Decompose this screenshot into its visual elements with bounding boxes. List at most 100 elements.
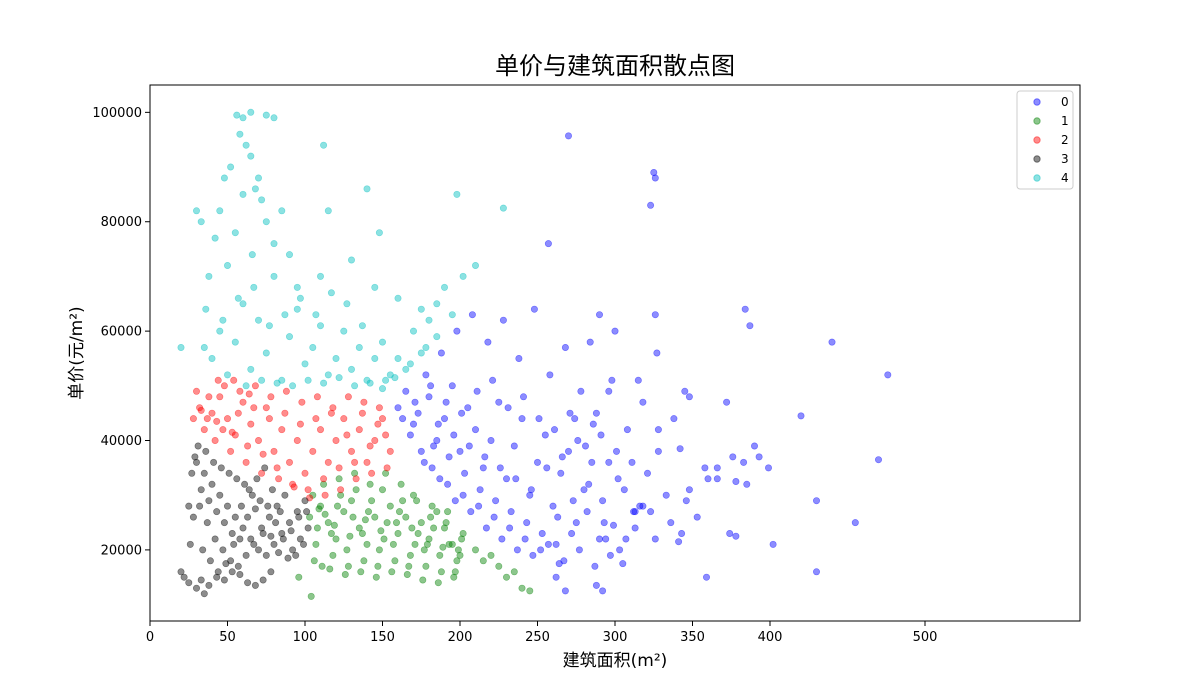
x-tick-label: 100 (293, 630, 318, 645)
scatter-point (702, 573, 710, 581)
scatter-point (647, 508, 655, 516)
scatter-point (197, 218, 205, 226)
scatter-point (704, 475, 712, 483)
scatter-point (197, 576, 205, 584)
scatter-point (639, 502, 647, 510)
scatter-point (538, 529, 546, 537)
scatter-point (236, 570, 244, 578)
scatter-point (797, 412, 805, 420)
scatter-point (180, 573, 188, 581)
scatter-point (375, 404, 383, 412)
scatter-point (561, 343, 569, 351)
scatter-point (402, 387, 410, 395)
scatter-point (222, 560, 230, 568)
scatter-point (289, 546, 297, 554)
scatter-point (197, 406, 205, 414)
scatter-point (552, 540, 560, 548)
scatter-point (599, 497, 607, 505)
scatter-point (258, 524, 266, 532)
scatter-point (411, 398, 419, 406)
scatter-point (275, 475, 283, 483)
x-tick-label: 400 (758, 630, 783, 645)
scatter-point (309, 343, 317, 351)
scatter-point (216, 327, 224, 335)
scatter-point (205, 581, 213, 589)
scatter-point (490, 513, 498, 521)
scatter-point (653, 349, 661, 357)
scatter-point (458, 535, 466, 543)
scatter-point (227, 557, 235, 565)
scatter-point (309, 447, 317, 455)
scatter-point (203, 519, 211, 527)
scatter-point (360, 557, 368, 565)
scatter-point (200, 590, 208, 598)
scatter-point (285, 251, 293, 259)
scatter-point (332, 354, 340, 362)
scatter-point (224, 261, 232, 269)
scatter-point (543, 464, 551, 472)
scatter-point (236, 535, 244, 543)
scatter-point (327, 289, 335, 297)
scatter-point (231, 338, 239, 346)
scatter-point (343, 300, 351, 308)
scatter-point (403, 570, 411, 578)
scatter-point (293, 305, 301, 313)
scatter-point (259, 529, 267, 537)
scatter-point (366, 379, 374, 387)
scatter-point (233, 475, 241, 483)
scatter-point (189, 415, 197, 423)
scatter-point (281, 409, 289, 417)
scatter-point (383, 519, 391, 527)
scatter-point (347, 365, 355, 373)
x-axis-label: 建筑面积(m²) (563, 651, 668, 671)
scatter-point (526, 491, 534, 499)
scatter-point (239, 300, 247, 308)
scatter-point (654, 426, 662, 434)
scatter-point (213, 573, 221, 581)
scatter-point (428, 502, 436, 510)
scatter-point (479, 557, 487, 565)
scatter-point (303, 508, 311, 516)
scatter-point (248, 251, 256, 259)
scatter-point (535, 415, 543, 423)
legend-item-4: 4 (1033, 171, 1069, 185)
scatter-point (599, 587, 607, 595)
scatter-point (445, 540, 453, 548)
scatter-point (651, 535, 659, 543)
scatter-point (267, 568, 275, 576)
scatter-point (498, 535, 506, 543)
scatter-point (743, 480, 751, 488)
scatter-point (355, 524, 363, 532)
scatter-point (324, 371, 332, 379)
scatter-point (193, 207, 201, 215)
scatter-point (200, 426, 208, 434)
scatter-point (732, 532, 740, 540)
scatter-point (440, 524, 448, 532)
scatter-point (351, 382, 359, 390)
scatter-point (489, 376, 497, 384)
scatter-point (417, 305, 425, 313)
scatter-point (239, 398, 247, 406)
scatter-point (471, 261, 479, 269)
scatter-point (267, 532, 275, 540)
scatter-point (213, 508, 221, 516)
scatter-point (444, 508, 452, 516)
y-tick-label: 40000 (101, 434, 142, 449)
scatter-point (332, 436, 340, 444)
scatter-point (272, 519, 280, 527)
scatter-point (219, 316, 227, 324)
scatter-point (479, 464, 487, 472)
legend-label: 1 (1061, 114, 1069, 128)
scatter-point (397, 480, 405, 488)
scatter-point (306, 494, 314, 502)
scatter-point (239, 524, 247, 532)
scatter-point (312, 415, 320, 423)
legend-marker (1033, 174, 1041, 182)
scatter-point (316, 502, 324, 510)
scatter-point (519, 393, 527, 401)
scatter-point (239, 190, 247, 198)
scatter-point (417, 519, 425, 527)
scatter-point (440, 415, 448, 423)
scatter-point (436, 551, 444, 559)
scatter-point (425, 393, 433, 401)
